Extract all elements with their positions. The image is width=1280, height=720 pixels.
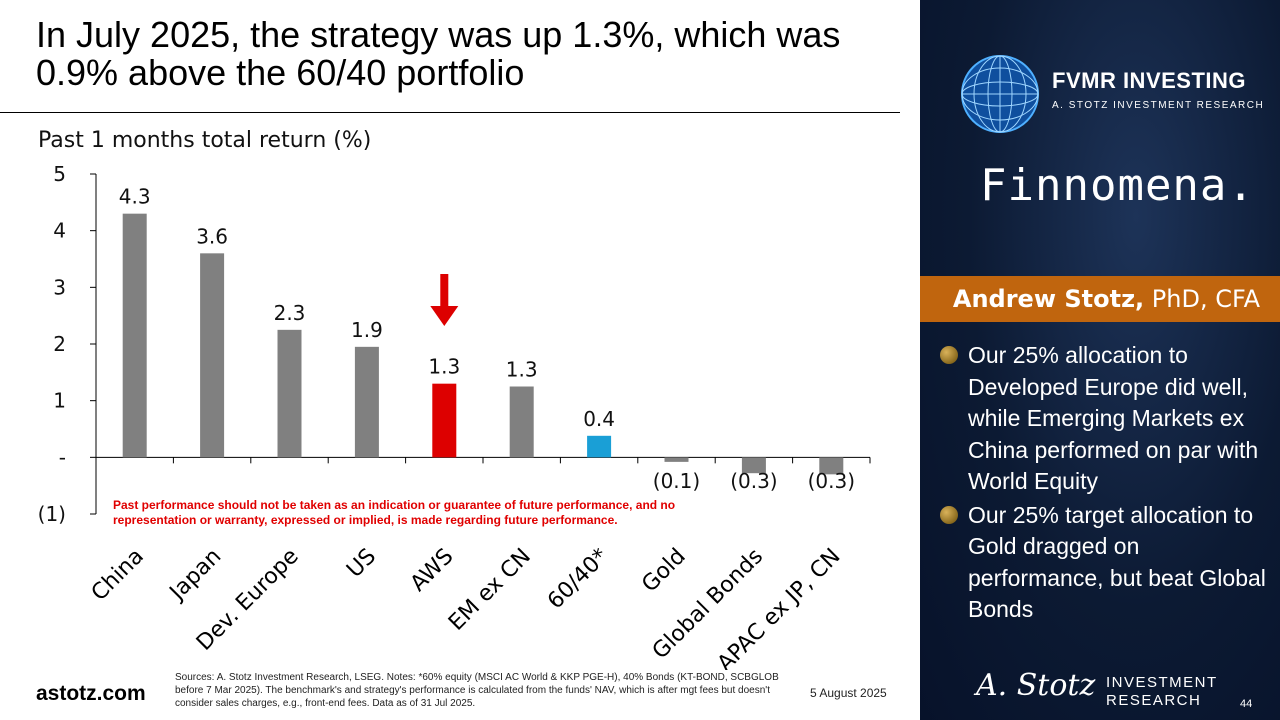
signature-text: INVESTMENT RESEARCH [1106, 674, 1218, 710]
author-banner: Andrew Stotz, PhD, CFA [920, 276, 1280, 322]
data-label: 1.9 [351, 318, 383, 342]
data-label: 4.3 [119, 185, 151, 209]
category-label: AWS [406, 544, 459, 597]
bar-gold [664, 457, 689, 462]
data-label: 3.6 [196, 224, 228, 248]
category-label: US [342, 544, 381, 583]
bullet-text: Our 25% allocation to Developed Europe d… [968, 342, 1259, 494]
side-panel: FVMR INVESTING A. STOTZ INVESTMENT RESEA… [920, 0, 1280, 720]
bullet-text: Our 25% target allocation to Gold dragge… [968, 501, 1266, 623]
bar-us [354, 346, 379, 458]
y-tick-label: 4 [53, 219, 66, 243]
y-tick-label: 5 [53, 162, 66, 186]
brand-subtitle: A. STOTZ INVESTMENT RESEARCH [1052, 100, 1265, 111]
sources-note: Sources: A. Stotz Investment Research, L… [175, 672, 779, 709]
partner-logo: Finnomena. [980, 160, 1255, 211]
bullet-list: Our 25% allocation to Developed Europe d… [938, 340, 1278, 628]
data-label: (0.1) [653, 469, 700, 493]
bar-60-40- [587, 435, 612, 458]
highlight-arrow-icon [430, 306, 459, 326]
bar-aws [432, 383, 457, 458]
chart-title: Past 1 months total return (%) [38, 128, 372, 153]
data-label: (0.3) [808, 469, 855, 493]
bar-em-ex-cn [509, 386, 534, 458]
data-label: 1.3 [506, 358, 538, 382]
category-label: Gold [637, 544, 690, 597]
bullet-item: Our 25% allocation to Developed Europe d… [938, 340, 1278, 498]
y-tick-label: (1) [38, 502, 66, 526]
site-link[interactable]: astotz.com [36, 682, 146, 705]
category-label: China [87, 544, 149, 606]
bar-dev-europe [277, 329, 302, 458]
signature-line-2: RESEARCH [1106, 692, 1202, 709]
y-tick-label: 3 [53, 275, 66, 299]
signature-logo: A. Stotz [976, 668, 1096, 703]
y-tick-label: - [59, 445, 66, 469]
highlight-arrow-shaft [440, 274, 449, 308]
bar-global-bonds [741, 457, 766, 474]
bullet-icon [940, 505, 958, 524]
category-label: 60/40* [543, 544, 613, 614]
category-label: Japan [164, 544, 226, 606]
data-label: 2.3 [274, 301, 306, 325]
data-label: 0.4 [583, 407, 615, 431]
data-label: 1.3 [428, 355, 460, 379]
bar-japan [200, 253, 225, 458]
y-tick-label: 2 [53, 332, 66, 356]
globe-logo-icon [961, 55, 1039, 133]
slide-title: In July 2025, the strategy was up 1.3%, … [36, 14, 841, 93]
disclaimer: Past performance should not be taken as … [113, 498, 676, 527]
data-label: (0.3) [730, 469, 777, 493]
slide-date: 5 August 2025 [810, 686, 887, 700]
title-divider [0, 112, 900, 113]
brand-name: FVMR INVESTING [1052, 68, 1247, 93]
bar-apac-ex-jp-cn [819, 457, 844, 475]
page-number: 44 [1240, 698, 1253, 710]
bullet-item: Our 25% target allocation to Gold dragge… [938, 500, 1278, 626]
category-label: EM ex CN [444, 544, 536, 636]
bar-china [122, 213, 147, 458]
bullet-icon [940, 346, 958, 364]
y-tick-label: 1 [53, 389, 66, 413]
author-name: Andrew Stotz, [952, 285, 1145, 313]
author-credentials: PhD, CFA [1144, 285, 1260, 313]
signature-line-1: INVESTMENT [1106, 674, 1218, 691]
